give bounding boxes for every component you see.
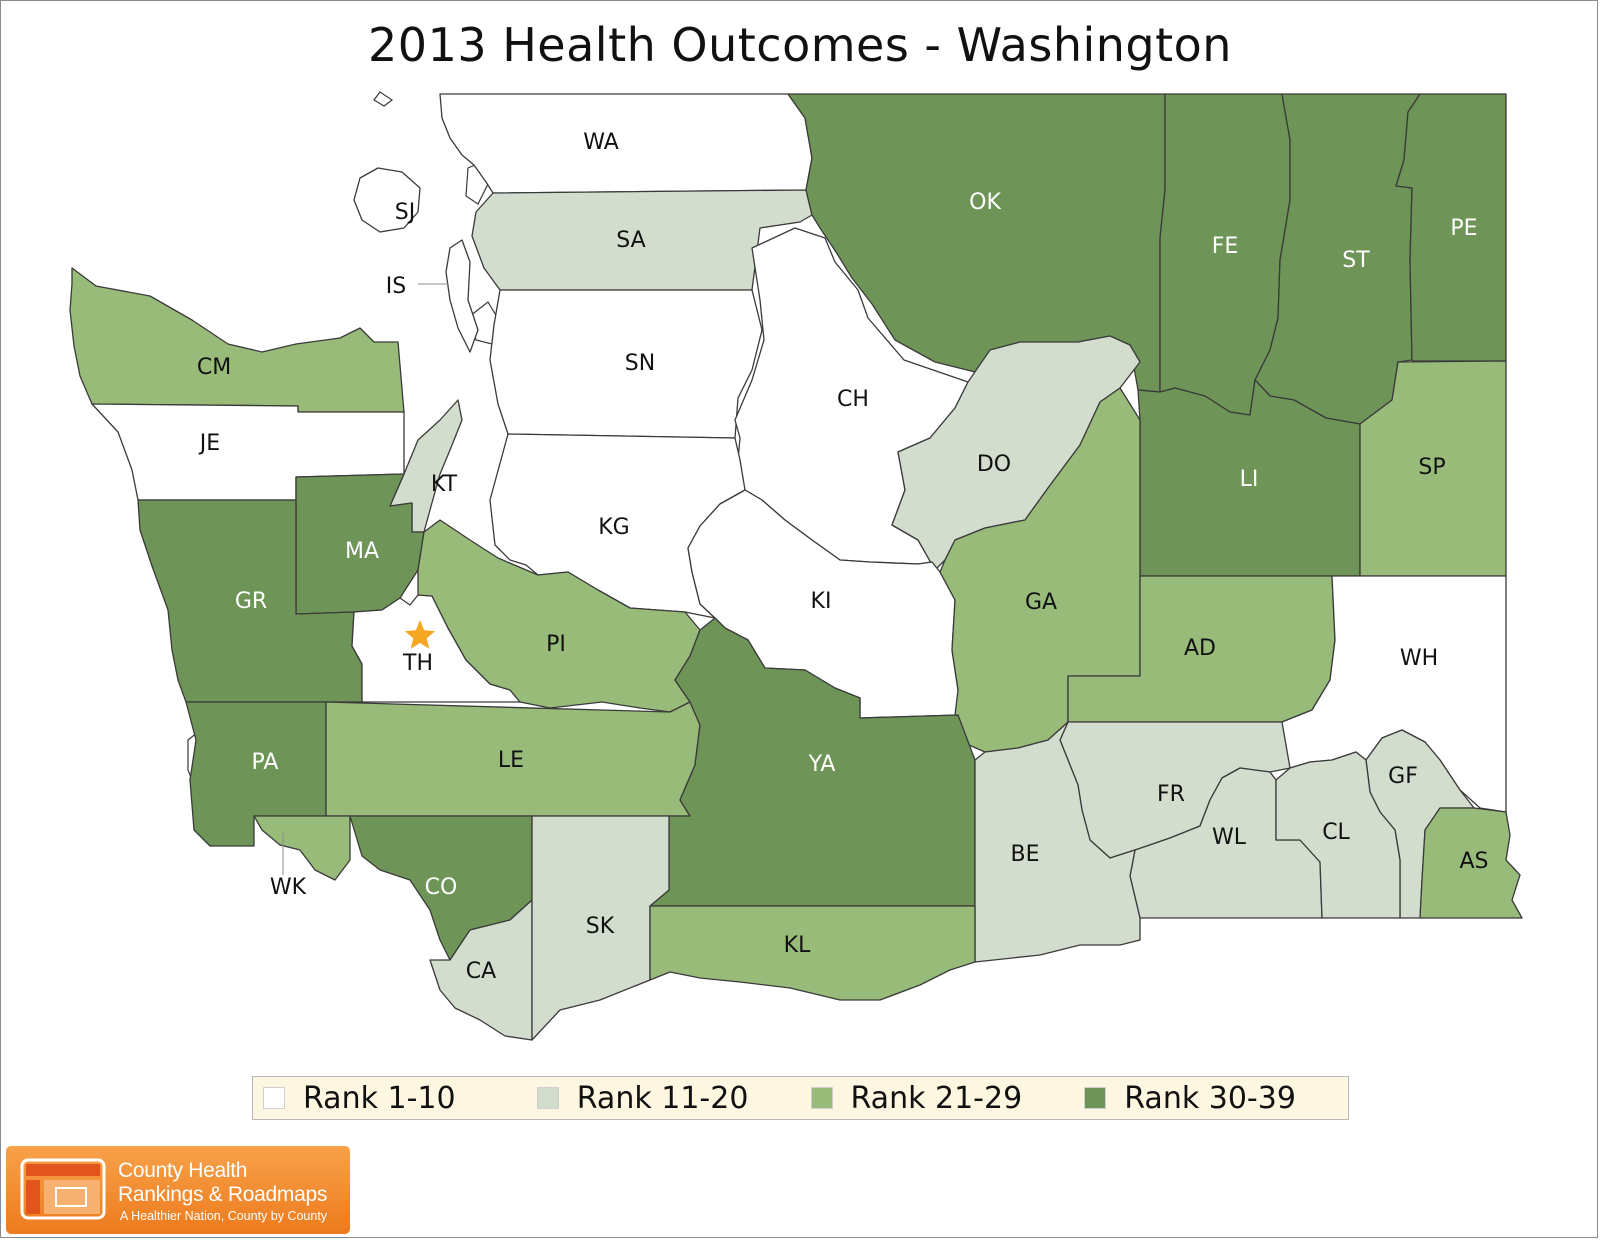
legend-swatch-rank-21-29 bbox=[810, 1087, 833, 1109]
county-label-ok: OK bbox=[969, 190, 1001, 215]
county-label-cm: CM bbox=[197, 355, 231, 380]
county-label-ki: KI bbox=[811, 589, 832, 614]
legend-swatch-rank-1-10 bbox=[263, 1087, 285, 1109]
county-label-fr: FR bbox=[1157, 782, 1185, 807]
county-label-co: CO bbox=[425, 875, 458, 900]
county-label-wk: WK bbox=[270, 875, 307, 900]
county-wa[interactable] bbox=[439, 93, 813, 194]
county-label-as: AS bbox=[1459, 849, 1488, 874]
county-sj[interactable] bbox=[353, 167, 421, 233]
legend-label: Rank 30-39 bbox=[1124, 1080, 1296, 1116]
county-label-do: DO bbox=[977, 452, 1011, 477]
county-label-sp: SP bbox=[1418, 455, 1445, 480]
county-health-rankings-logo[interactable]: County Health Rankings & Roadmaps A Heal… bbox=[6, 1146, 350, 1234]
county-label-kg: KG bbox=[598, 515, 629, 540]
county-label-wh: WH bbox=[1400, 646, 1438, 671]
county-cm[interactable] bbox=[69, 267, 405, 413]
county-wk[interactable] bbox=[253, 815, 351, 881]
legend-item-rank-1-10: Rank 1-10 bbox=[253, 1081, 527, 1116]
county-label-gf: GF bbox=[1388, 764, 1418, 789]
county-label-ad: AD bbox=[1184, 636, 1216, 661]
county-pe[interactable] bbox=[1395, 93, 1507, 362]
county-label-be: BE bbox=[1011, 842, 1040, 867]
county-label-ch: CH bbox=[837, 387, 869, 412]
county-kl[interactable] bbox=[649, 905, 976, 1001]
county-label-pi: PI bbox=[546, 632, 566, 657]
logo-map-icon bbox=[20, 1158, 106, 1220]
county-label-wa: WA bbox=[583, 130, 619, 155]
legend-swatch-rank-30-39 bbox=[1084, 1087, 1107, 1109]
county-label-sj: SJ bbox=[395, 200, 415, 225]
county-label-ga: GA bbox=[1025, 590, 1057, 615]
county-label-st: ST bbox=[1342, 248, 1370, 273]
county-label-pe: PE bbox=[1450, 216, 1477, 241]
map-legend: Rank 1-10 Rank 11-20 Rank 21-29 Rank 30-… bbox=[252, 1076, 1349, 1120]
county-label-pa: PA bbox=[252, 750, 279, 775]
legend-label: Rank 1-10 bbox=[303, 1080, 456, 1116]
county-label-ma: MA bbox=[345, 539, 379, 564]
county-label-fe: FE bbox=[1212, 234, 1239, 259]
county-label-ya: YA bbox=[808, 752, 836, 777]
county-be[interactable] bbox=[974, 721, 1141, 963]
county-label-cl: CL bbox=[1322, 820, 1350, 845]
legend-label: Rank 21-29 bbox=[850, 1080, 1023, 1116]
county-label-le: LE bbox=[498, 748, 524, 773]
map-title: 2013 Health Outcomes - Washington bbox=[368, 18, 1232, 72]
logo-text-line1: County Health bbox=[118, 1159, 248, 1182]
county-cl[interactable] bbox=[1275, 751, 1401, 919]
county-label-kt: KT bbox=[431, 472, 458, 497]
logo-text-line2: Rankings & Roadmaps bbox=[118, 1183, 328, 1206]
county-label-kl: KL bbox=[784, 933, 811, 958]
logo-tagline: A Healthier Nation, County by County bbox=[120, 1209, 328, 1223]
county-label-is: IS bbox=[386, 274, 406, 299]
county-label-gr: GR bbox=[235, 589, 267, 614]
county-label-wl: WL bbox=[1212, 825, 1247, 850]
county-label-sk: SK bbox=[586, 914, 615, 939]
coastline-island bbox=[373, 91, 394, 107]
star-icon bbox=[404, 620, 436, 649]
county-label-sn: SN bbox=[625, 351, 655, 376]
county-label-ca: CA bbox=[466, 959, 496, 984]
county-as[interactable] bbox=[1419, 807, 1523, 919]
legend-item-rank-21-29: Rank 21-29 bbox=[801, 1081, 1075, 1116]
county-is[interactable] bbox=[445, 239, 479, 353]
county-label-je: JE bbox=[198, 431, 220, 456]
county-label-th: TH bbox=[402, 651, 433, 676]
legend-label: Rank 11-20 bbox=[576, 1080, 749, 1116]
legend-swatch-rank-11-20 bbox=[536, 1087, 559, 1109]
county-label-li: LI bbox=[1240, 467, 1259, 492]
legend-item-rank-30-39: Rank 30-39 bbox=[1074, 1081, 1348, 1116]
county-label-sa: SA bbox=[616, 228, 645, 253]
legend-item-rank-11-20: Rank 11-20 bbox=[527, 1081, 801, 1116]
